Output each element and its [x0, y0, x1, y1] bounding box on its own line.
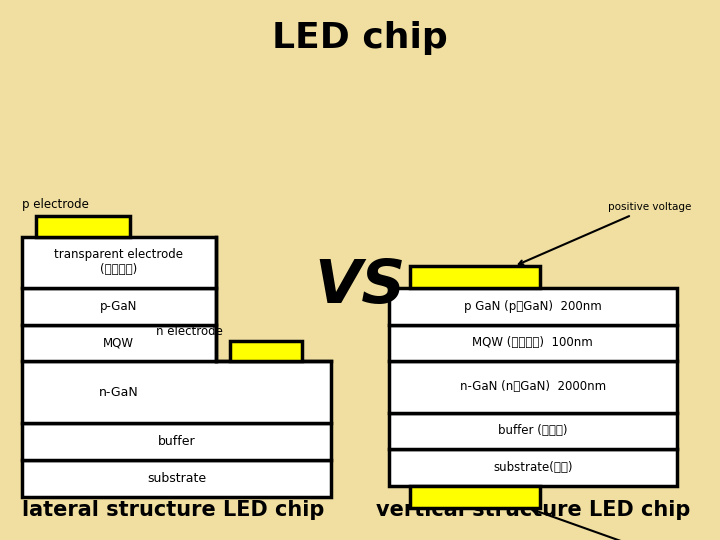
Bar — [230, 341, 302, 361]
Text: negative voltage: negative voltage — [532, 509, 691, 540]
Bar — [22, 325, 216, 361]
Bar — [389, 361, 677, 413]
Text: electrode: electrode — [451, 492, 500, 502]
Bar — [22, 361, 331, 423]
Text: electrode(电极): electrode(电极) — [441, 272, 510, 282]
Bar — [389, 413, 677, 449]
Text: buffer: buffer — [158, 435, 195, 448]
Text: substrate(村底): substrate(村底) — [493, 461, 572, 474]
Text: lateral structure LED chip: lateral structure LED chip — [22, 500, 324, 521]
Text: substrate: substrate — [147, 472, 206, 485]
Text: p electrode: p electrode — [22, 198, 89, 211]
Text: p GaN (p型GaN)  200nm: p GaN (p型GaN) 200nm — [464, 300, 602, 313]
Bar — [22, 288, 216, 325]
Text: LED chip: LED chip — [272, 21, 448, 55]
Text: p-GaN: p-GaN — [100, 300, 138, 313]
Text: VS: VS — [315, 256, 405, 316]
Bar — [410, 486, 540, 508]
Text: vertical structure LED chip: vertical structure LED chip — [376, 500, 690, 521]
Bar — [22, 237, 216, 288]
Bar — [36, 216, 130, 237]
Text: buffer (缓冲层): buffer (缓冲层) — [498, 424, 567, 437]
Bar — [410, 266, 540, 288]
Text: MQW (多量子阱)  100nm: MQW (多量子阱) 100nm — [472, 336, 593, 349]
Text: transparent electrode
(透明电极): transparent electrode (透明电极) — [54, 248, 184, 276]
Bar — [22, 423, 331, 460]
Bar — [389, 288, 677, 325]
Bar — [22, 460, 331, 497]
Bar — [389, 325, 677, 361]
Text: n electrode: n electrode — [156, 325, 223, 338]
Text: positive voltage: positive voltage — [519, 202, 691, 265]
Bar — [389, 449, 677, 486]
Text: n-GaN: n-GaN — [99, 386, 139, 399]
Text: n-GaN (n型GaN)  2000nm: n-GaN (n型GaN) 2000nm — [460, 380, 606, 394]
Text: MQW: MQW — [103, 336, 135, 349]
